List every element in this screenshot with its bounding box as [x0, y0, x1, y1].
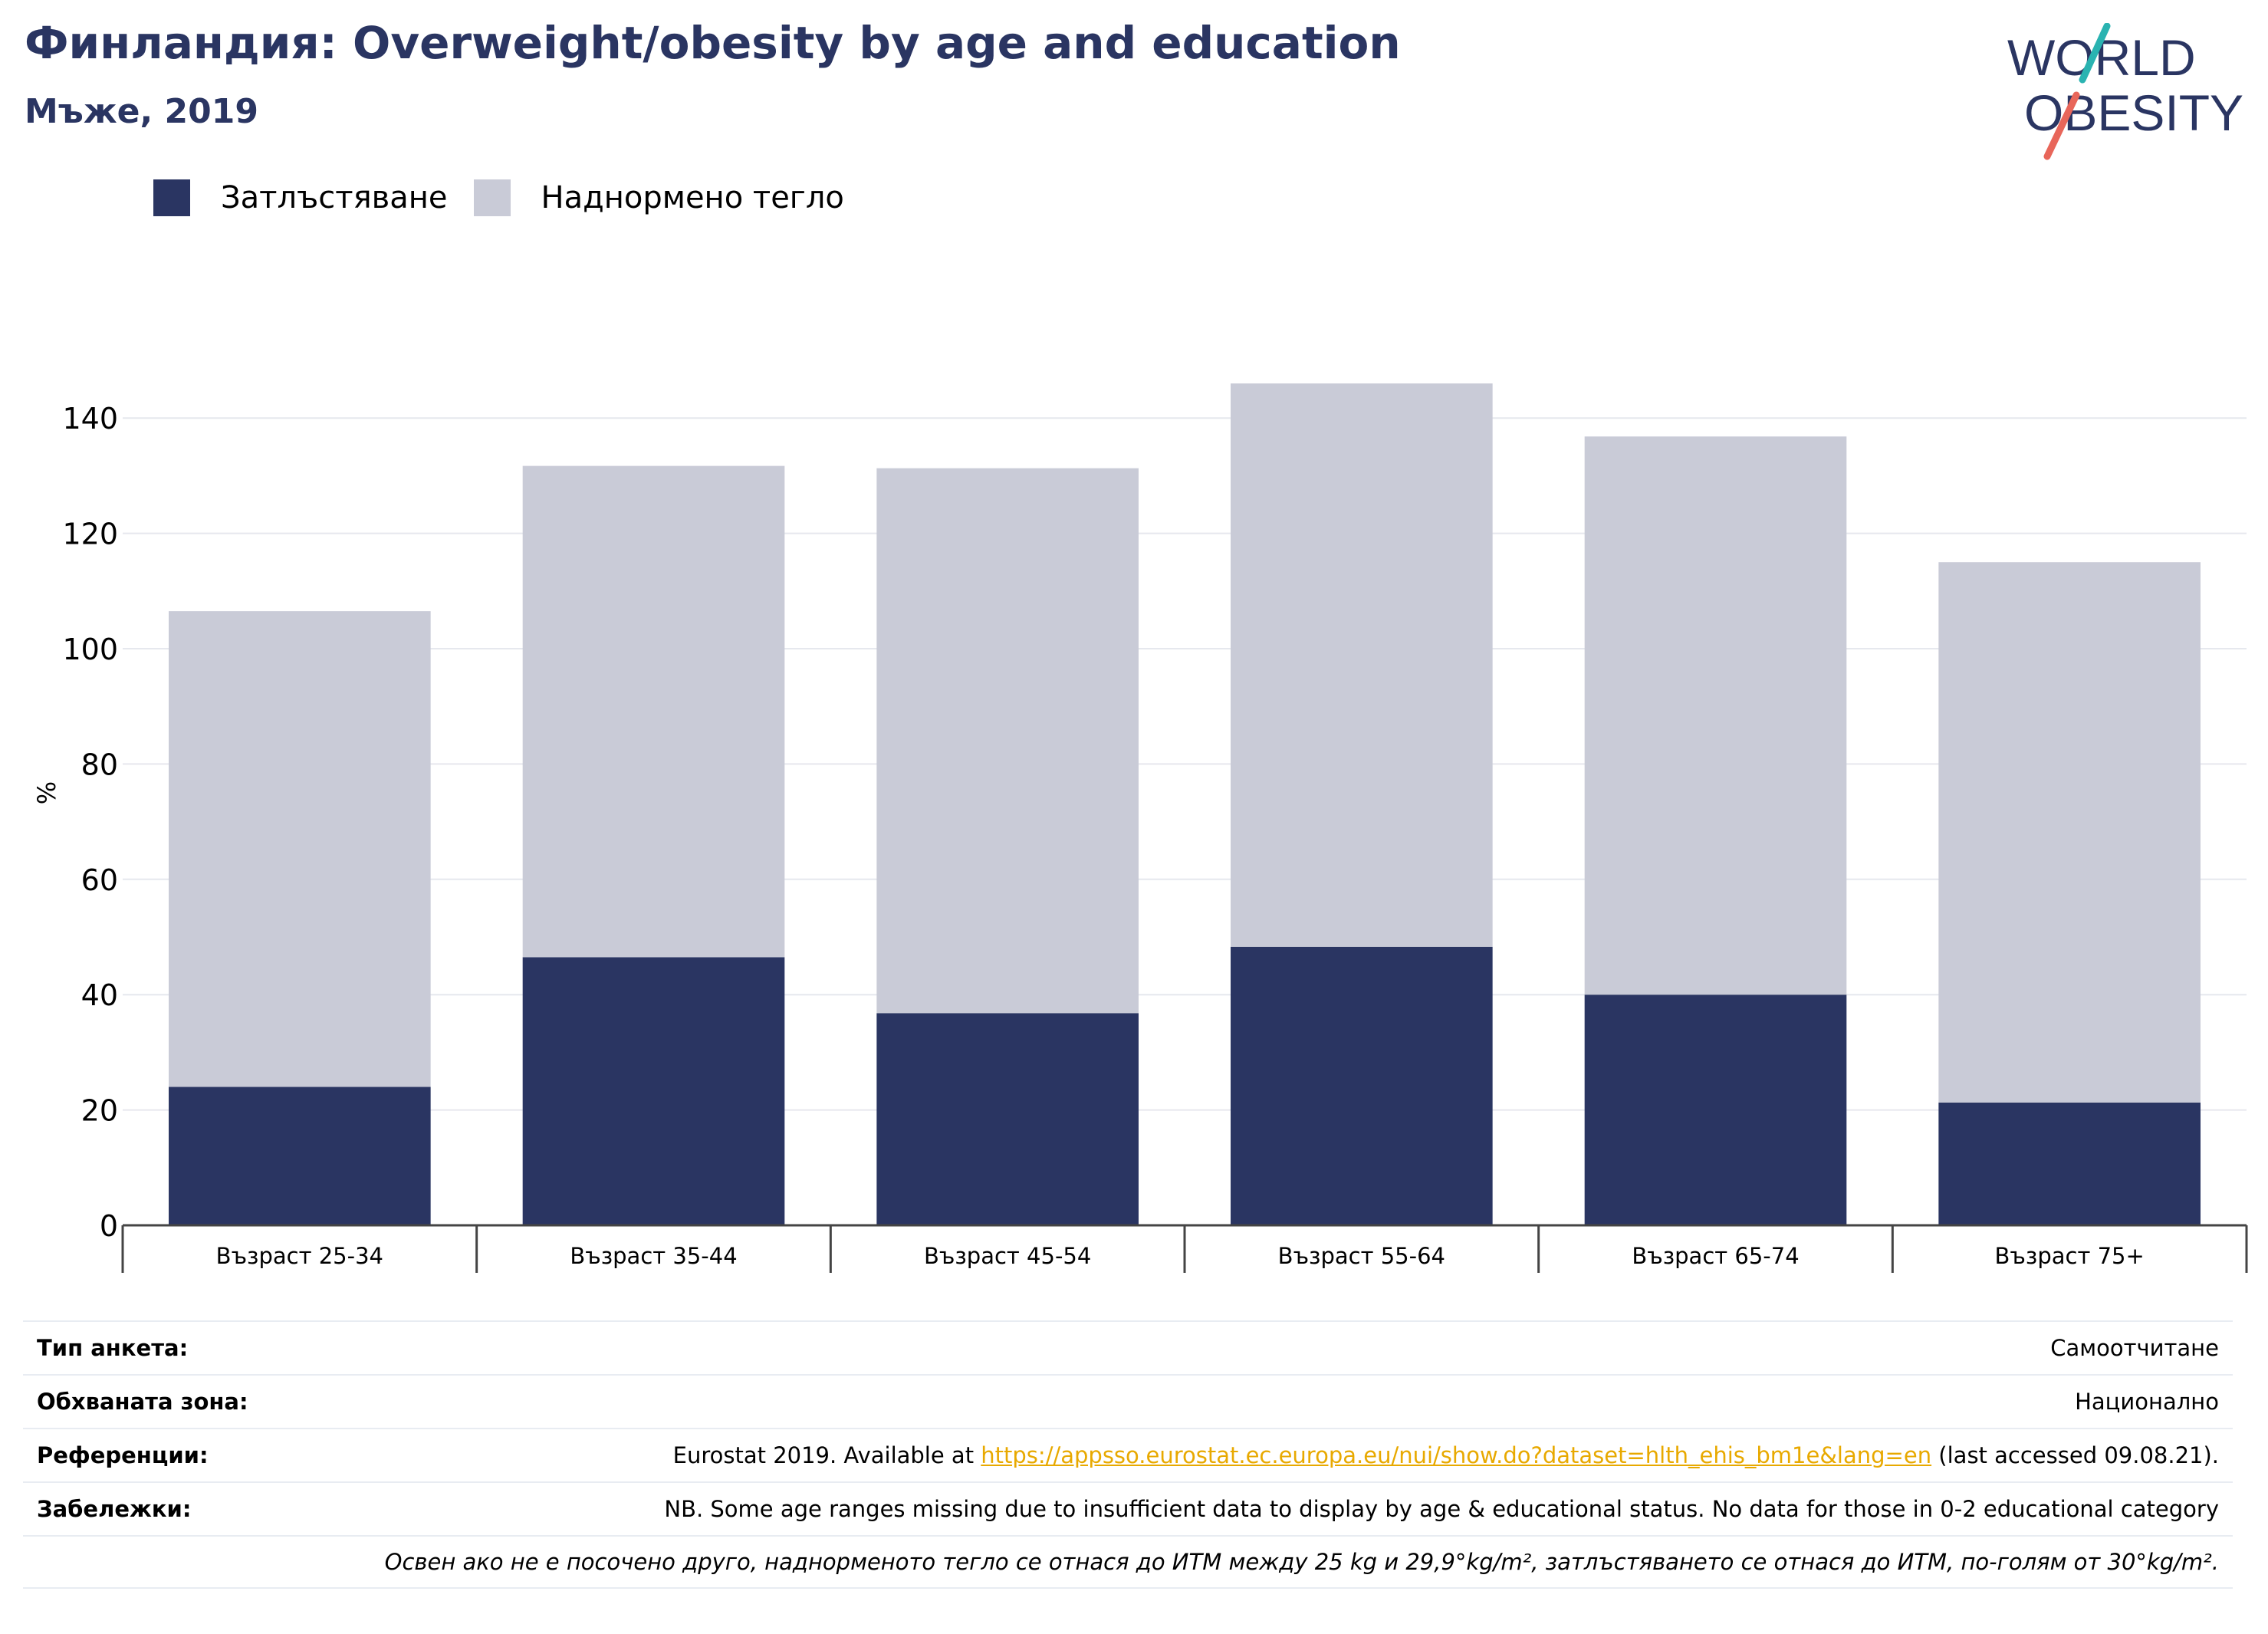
y-tick-label: 100	[62, 633, 118, 666]
meta-row-area: Обхваната зона: Национално	[23, 1374, 2233, 1428]
meta-row-references: Референции: Eurostat 2019. Available at …	[23, 1428, 2233, 1481]
reference-suffix: (last accessed 09.08.21).	[1931, 1442, 2219, 1468]
bar-obesity	[876, 1013, 1139, 1225]
bar-obesity	[1938, 1102, 2201, 1225]
meta-val-references: Eurostat 2019. Available at https://apps…	[673, 1442, 2219, 1468]
legend-label-obesity: Затлъстяване	[221, 180, 448, 215]
page-subtitle: Мъже, 2019	[25, 92, 258, 131]
x-tick-label: Възраст 45-54	[924, 1243, 1091, 1269]
y-tick-label: 0	[100, 1209, 118, 1243]
world-obesity-logo: WORLD OBESITY	[2007, 23, 2243, 160]
x-tick-label: Възраст 75+	[1995, 1243, 2145, 1269]
y-tick-label: 60	[81, 863, 118, 897]
meta-row-survey: Тип анкета: Самоотчитане	[23, 1320, 2233, 1374]
meta-key-area: Обхваната зона:	[37, 1389, 248, 1415]
y-tick-label: 20	[81, 1094, 118, 1128]
bar-obesity	[522, 957, 785, 1225]
bmi-definition-note: Освен ако не е посочено друго, наднормен…	[384, 1549, 2219, 1575]
meta-val-area: Национално	[2075, 1389, 2219, 1415]
y-tick-label: 80	[81, 748, 118, 781]
y-axis-label: %	[32, 781, 61, 804]
bar-overweight	[1584, 436, 1847, 995]
chart-legend: Затлъстяване Наднормено тегло	[153, 175, 870, 221]
x-tick-label: Възраст 35-44	[570, 1243, 737, 1269]
logo-teal-stroke	[2079, 23, 2111, 84]
legend-item-overweight[interactable]: Наднормено тегло	[473, 179, 844, 216]
x-tick-label: Възраст 55-64	[1278, 1243, 1445, 1269]
legend-swatch-overweight	[473, 179, 511, 216]
legend-item-obesity[interactable]: Затлъстяване	[153, 179, 448, 216]
bar-obesity	[169, 1087, 431, 1225]
bar-obesity	[1231, 946, 1493, 1225]
meta-row-notes: Забележки: NB. Some age ranges missing d…	[23, 1481, 2233, 1535]
meta-val-notes: NB. Some age ranges missing due to insuf…	[664, 1496, 2219, 1522]
metadata-table: Тип анкета: Самоотчитане Обхваната зона:…	[23, 1320, 2233, 1589]
stacked-bar-chart: 0 20 40 60 80 100 120 140% Възраст 25-34 Възраст …	[32, 383, 2248, 1273]
meta-key-survey: Тип анкета:	[37, 1335, 189, 1361]
logo-coral-stroke	[2043, 91, 2080, 160]
x-tick-label: Възраст 65-74	[1632, 1243, 1799, 1269]
y-tick-label: 140	[62, 402, 118, 436]
bar-overweight	[1231, 383, 1493, 947]
page-title: Финландия: Overweight/obesity by age and…	[25, 17, 1401, 69]
bar-overweight	[876, 468, 1139, 1014]
y-tick-label: 40	[81, 978, 118, 1012]
reference-prefix: Eurostat 2019. Available at	[672, 1442, 981, 1468]
legend-label-overweight: Наднормено тегло	[541, 180, 844, 215]
bar-obesity	[1584, 995, 1847, 1225]
x-tick-label: Възраст 25-34	[216, 1243, 383, 1269]
bar-overweight	[1938, 562, 2201, 1103]
bar-overweight	[169, 611, 431, 1087]
legend-swatch-obesity	[153, 179, 190, 216]
bar-overweight	[522, 465, 785, 958]
y-tick-label: 120	[62, 518, 118, 551]
meta-row-definition: Освен ако не е посочено друго, наднормен…	[23, 1535, 2233, 1589]
meta-val-survey: Самоотчитане	[2050, 1335, 2219, 1361]
meta-key-references: Референции:	[37, 1442, 209, 1468]
meta-key-notes: Забележки:	[37, 1496, 192, 1522]
reference-link[interactable]: https://appsso.eurostat.ec.europa.eu/nui…	[981, 1442, 1932, 1468]
